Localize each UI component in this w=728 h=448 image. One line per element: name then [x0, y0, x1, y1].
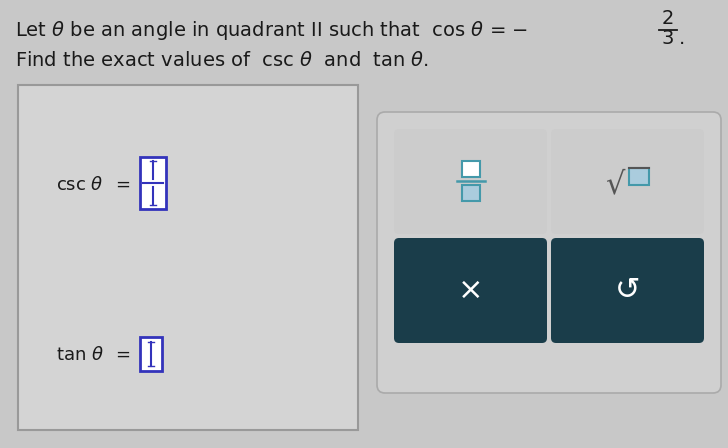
FancyBboxPatch shape [551, 129, 704, 234]
Text: Let $\theta$ be an angle in quadrant II such that  cos $\theta$ = $-$: Let $\theta$ be an angle in quadrant II … [15, 18, 528, 42]
Text: √: √ [605, 170, 624, 199]
Text: .: . [679, 29, 685, 47]
FancyBboxPatch shape [394, 238, 547, 343]
FancyBboxPatch shape [462, 161, 480, 177]
Text: Find the exact values of  csc $\theta$  and  tan $\theta$.: Find the exact values of csc $\theta$ an… [15, 51, 429, 69]
FancyBboxPatch shape [18, 85, 358, 430]
Text: tan $\theta$: tan $\theta$ [56, 346, 104, 364]
Text: 2: 2 [662, 9, 674, 29]
FancyBboxPatch shape [551, 238, 704, 343]
FancyBboxPatch shape [462, 185, 480, 202]
Text: ×: × [458, 276, 483, 305]
Text: =: = [116, 176, 130, 194]
FancyBboxPatch shape [377, 112, 721, 393]
FancyBboxPatch shape [140, 337, 162, 371]
Text: 3: 3 [662, 29, 674, 47]
Text: =: = [116, 346, 130, 364]
Text: ↺: ↺ [614, 276, 640, 305]
FancyBboxPatch shape [140, 157, 166, 209]
FancyBboxPatch shape [628, 168, 649, 185]
FancyBboxPatch shape [394, 129, 547, 234]
Text: csc $\theta$: csc $\theta$ [56, 176, 103, 194]
